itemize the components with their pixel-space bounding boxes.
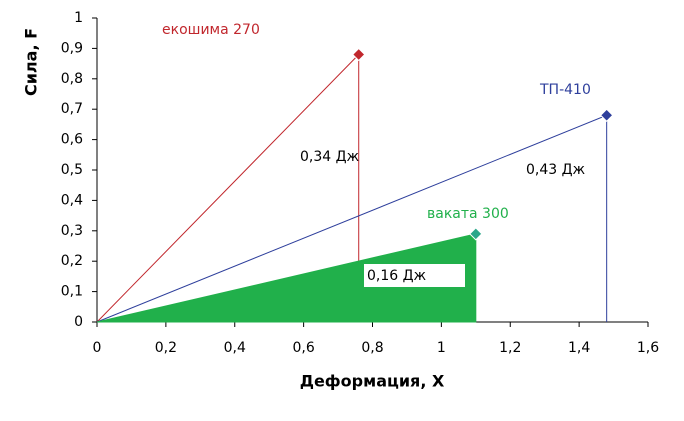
x-axis-title: Деформация, X — [300, 372, 445, 391]
annotation: 0,43 Дж — [526, 162, 586, 178]
y-tick-label: 0,4 — [61, 192, 83, 208]
series-label: ТП-410 — [539, 82, 591, 98]
y-tick-label: 0,2 — [61, 253, 83, 269]
y-tick-label: 0,7 — [61, 101, 83, 117]
y-tick-label: 0,5 — [61, 162, 83, 178]
y-tick-label: 0,3 — [61, 223, 83, 239]
series-label: ваката 300 — [427, 206, 509, 222]
x-tick-label: 0,2 — [155, 340, 177, 356]
x-tick-label: 1,6 — [637, 340, 659, 356]
marker — [599, 108, 614, 122]
x-tick-label: 0,8 — [361, 340, 383, 356]
x-tick-label: 0,6 — [292, 340, 314, 356]
annotation: 0,34 Дж — [300, 149, 360, 165]
x-tick-label: 1,4 — [568, 340, 590, 356]
y-tick-label: 0 — [74, 314, 83, 330]
y-tick-label: 0,8 — [61, 71, 83, 87]
x-tick-label: 1,2 — [499, 340, 521, 356]
y-tick-label: 0,1 — [61, 284, 83, 300]
x-tick-label: 0 — [93, 340, 102, 356]
y-tick-label: 0,9 — [61, 40, 83, 56]
x-tick-label: 1 — [437, 340, 446, 356]
series-label: екошима 270 — [162, 22, 260, 38]
marker — [352, 47, 366, 62]
x-tick-label: 0,4 — [224, 340, 246, 356]
y-tick-label: 1 — [74, 10, 83, 26]
marker — [469, 227, 483, 241]
annotation: 0,16 Дж — [367, 268, 427, 284]
area — [96, 233, 477, 323]
y-axis-title: Сила, F — [22, 28, 41, 96]
y-tick-label: 0,6 — [61, 132, 83, 148]
annotation-box — [364, 264, 465, 287]
